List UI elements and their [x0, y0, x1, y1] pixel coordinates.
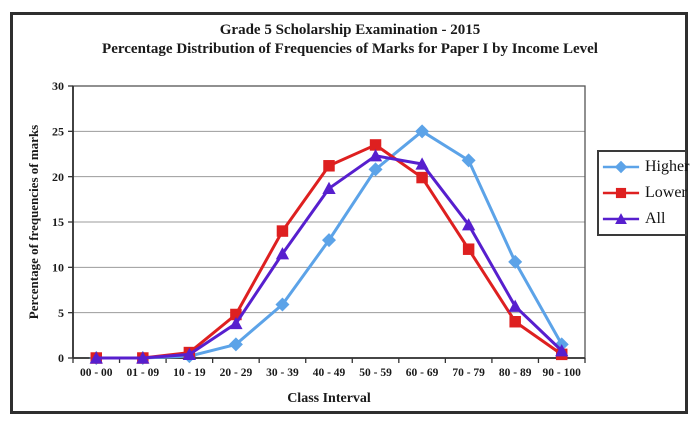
y-tick-label: 10 — [52, 261, 64, 275]
marker-lower — [509, 315, 521, 328]
x-tick-label: 70 - 79 — [452, 367, 485, 379]
legend-label-higher: Higher — [645, 158, 690, 175]
x-axis-title: Class Interval — [287, 391, 371, 406]
x-tick-label: 00 - 00 — [80, 367, 113, 379]
chart-title-line1: Grade 5 Scholarship Examination - 2015 — [219, 22, 481, 38]
marker-all — [275, 247, 290, 260]
chart-title-line2: Percentage Distribution of Frequencies o… — [102, 41, 598, 57]
y-tick-label: 30 — [52, 79, 64, 93]
x-tick-label: 40 - 49 — [313, 367, 346, 379]
marker-all — [136, 351, 150, 364]
chart-title: Grade 5 Scholarship Examination - 2015 P… — [0, 21, 700, 59]
y-axis-title: Percentage of frequencies of marks — [26, 125, 41, 319]
marker-higher — [415, 124, 430, 139]
marker-all — [555, 344, 569, 357]
x-tick-label: 10 - 19 — [173, 367, 206, 379]
marker-all — [182, 347, 197, 360]
x-tick-label: 80 - 89 — [499, 367, 532, 379]
series-layer — [89, 124, 569, 365]
y-tick-label: 25 — [52, 125, 64, 139]
legend-item-lower: Lower — [601, 184, 687, 202]
grid-layer — [72, 85, 586, 359]
marker-lower — [369, 139, 382, 151]
axis-layer: 0 5 10 15 20 25 30 00 - 00 01 - 09 10 - 19 20 - 29… — [52, 79, 586, 379]
all-series-triangle-icon — [602, 213, 640, 224]
chart-frame — [10, 12, 688, 414]
marker-higher — [461, 153, 476, 168]
legend-label-lower: Lower — [645, 184, 687, 201]
marker-lower — [416, 171, 428, 184]
marker-higher — [322, 233, 336, 248]
x-tick-label: 30 - 39 — [266, 367, 299, 379]
marker-higher — [275, 297, 290, 312]
marker-all — [89, 351, 103, 364]
x-tick-label: 01 - 09 — [127, 367, 160, 379]
legend-marker-shape — [614, 160, 628, 174]
marker-lower — [462, 243, 475, 255]
x-tick-label: 60 - 69 — [406, 367, 439, 379]
legend-item-all: All — [601, 210, 681, 228]
y-tick-label: 20 — [52, 170, 64, 184]
marker-all — [508, 299, 522, 312]
marker-all — [229, 316, 243, 330]
legend-marker-shape — [615, 187, 627, 199]
marker-higher — [508, 254, 523, 269]
marker-higher — [368, 162, 383, 177]
y-tick-label: 0 — [58, 351, 64, 365]
legend-label-all: All — [645, 210, 666, 227]
higher-series-diamond-icon — [602, 160, 640, 174]
marker-all — [461, 218, 476, 231]
marker-all — [322, 181, 336, 195]
marker-lower — [323, 160, 335, 172]
marker-all — [415, 157, 429, 170]
x-tick-label: 50 - 59 — [359, 367, 392, 379]
legend-item-higher: Higher — [601, 158, 689, 176]
marker-higher — [228, 337, 243, 352]
x-tick-label: 90 - 100 — [543, 367, 582, 379]
legend: Higher Lower All — [597, 150, 689, 236]
y-tick-label: 5 — [58, 306, 64, 320]
marker-lower — [276, 225, 289, 237]
legend-marker-shape — [615, 213, 627, 224]
x-tick-label: 20 - 29 — [220, 367, 253, 379]
lower-series-square-icon — [602, 187, 640, 199]
y-tick-label: 15 — [52, 215, 64, 229]
marker-all — [368, 149, 383, 162]
